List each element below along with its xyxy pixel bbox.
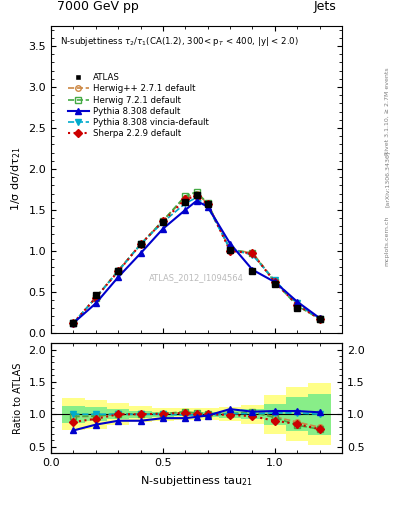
Text: mcplots.cern.ch: mcplots.cern.ch (385, 216, 390, 266)
Legend: ATLAS, Herwig++ 2.7.1 default, Herwig 7.2.1 default, Pythia 8.308 default, Pythi: ATLAS, Herwig++ 2.7.1 default, Herwig 7.… (64, 70, 212, 141)
Text: ATLAS_2012_I1094564: ATLAS_2012_I1094564 (149, 273, 244, 282)
Text: Jets: Jets (313, 1, 336, 13)
Text: N-subjettiness $\tau_2/\tau_1$(CA(1.2), 300< p$_T$ < 400, |y| < 2.0): N-subjettiness $\tau_2/\tau_1$(CA(1.2), … (60, 35, 299, 48)
X-axis label: N-subjettiness tau$_{21}$: N-subjettiness tau$_{21}$ (140, 474, 253, 487)
Y-axis label: Ratio to ATLAS: Ratio to ATLAS (13, 362, 23, 434)
Text: [arXiv:1306.3436]: [arXiv:1306.3436] (385, 151, 390, 207)
Text: Rivet 3.1.10, ≥ 2.7M events: Rivet 3.1.10, ≥ 2.7M events (385, 68, 390, 156)
Text: 7000 GeV pp: 7000 GeV pp (57, 1, 139, 13)
Y-axis label: 1/σ dσ/dτ$_{21}$: 1/σ dσ/dτ$_{21}$ (9, 147, 23, 211)
